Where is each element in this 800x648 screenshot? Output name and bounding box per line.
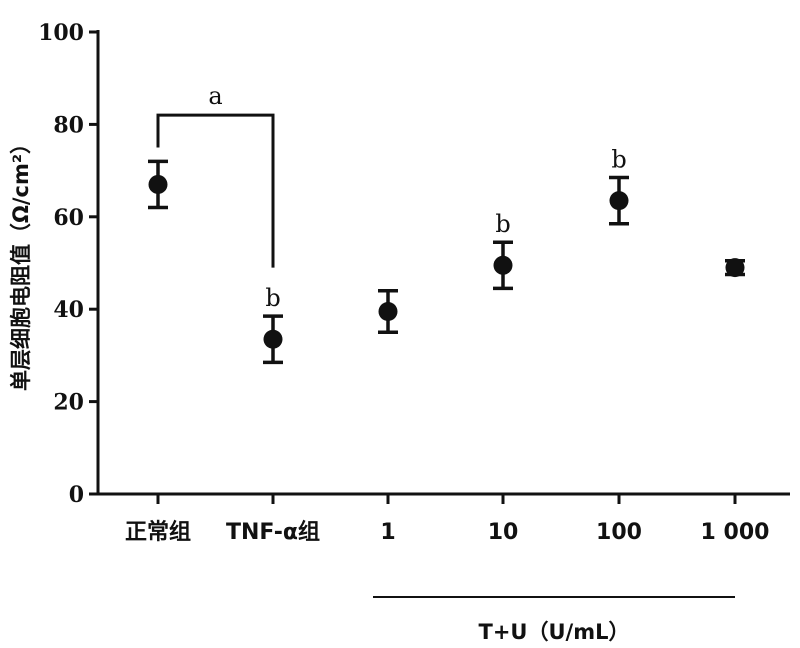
axes [96, 30, 790, 496]
bracket-line [156, 113, 275, 268]
data-point [263, 329, 283, 349]
data-point [725, 258, 745, 278]
error-bars [148, 159, 745, 365]
dose-group: T+U（U/mL） [373, 596, 735, 644]
x-tick-label: 1 000 [701, 520, 770, 545]
x-tick-label: 10 [488, 520, 519, 545]
significance-labels: b b b [265, 146, 626, 313]
y-tick-label: 100 [38, 20, 84, 46]
bracket-label: a [208, 82, 222, 110]
data-point [493, 255, 513, 275]
x-tick-label: 100 [596, 520, 642, 545]
group-label: T+U（U/mL） [479, 620, 630, 644]
significance-label: b [611, 146, 626, 174]
data-points [148, 174, 745, 349]
y-tick-label: 0 [69, 482, 84, 508]
data-point [378, 302, 398, 322]
x-tick-label: 1 [380, 520, 395, 545]
y-tick-label: 20 [53, 390, 84, 416]
y-tick-label: 40 [53, 297, 84, 323]
significance-bracket: a [156, 82, 275, 268]
y-axis-title: 单层细胞电阻值（Ω/cm²） [9, 133, 33, 391]
significance-label: b [265, 284, 280, 312]
data-point [148, 174, 168, 194]
y-ticks: 0 20 40 60 80 100 [38, 20, 98, 508]
data-point [609, 191, 629, 211]
x-ticks: 正常组 TNF-α组 1 10 100 1 000 [125, 494, 769, 545]
x-tick-label: 正常组 [125, 519, 191, 545]
significance-label: b [495, 210, 510, 238]
y-tick-label: 60 [53, 205, 84, 231]
x-tick-label: TNF-α组 [226, 519, 320, 545]
y-tick-label: 80 [53, 112, 84, 138]
